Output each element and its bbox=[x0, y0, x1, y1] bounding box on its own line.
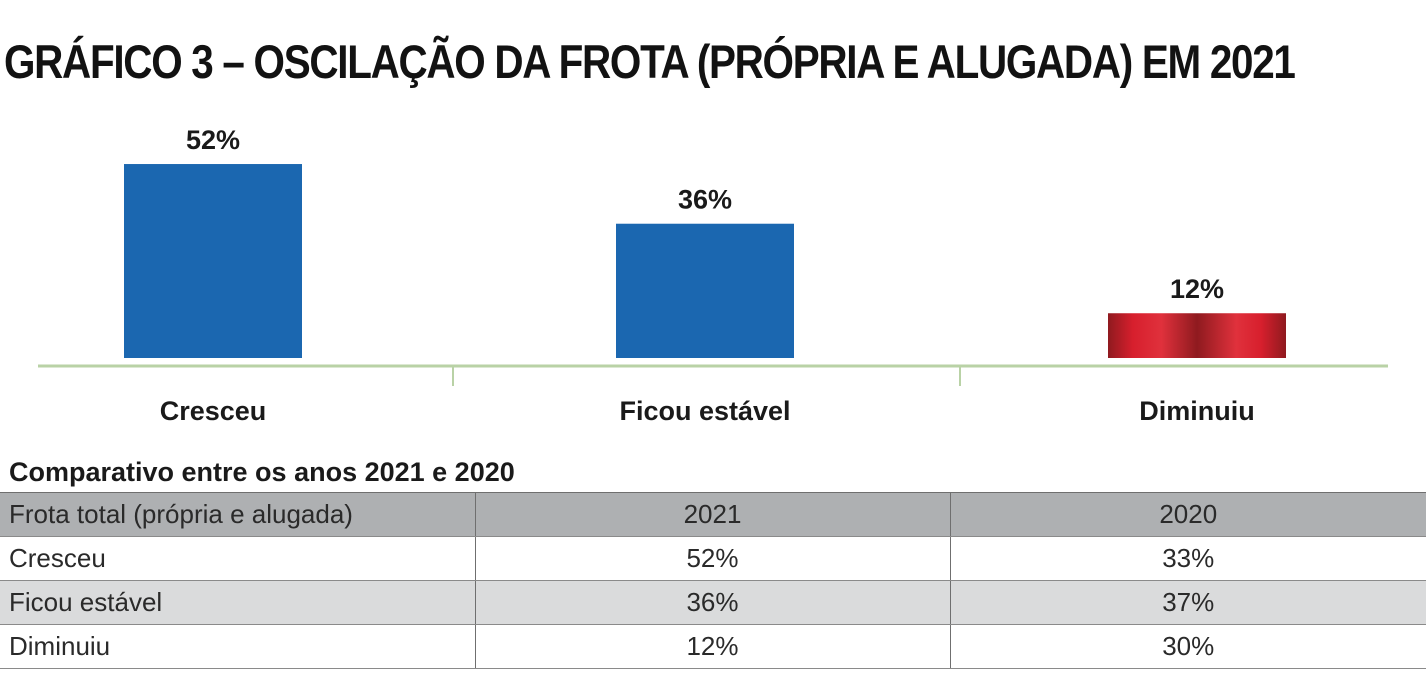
bars-group bbox=[124, 164, 1286, 358]
table-subtitle: Comparativo entre os anos 2021 e 2020 bbox=[9, 457, 515, 487]
table-header-row: Frota total (própria e alugada) 2021 202… bbox=[0, 492, 1426, 537]
table-row: Ficou estável 36% 37% bbox=[0, 580, 1426, 625]
bar-cresceu bbox=[124, 164, 302, 358]
chart-title: GRÁFICO 3 – OSCILAÇÃO DA FROTA (PRÓPRIA … bbox=[4, 35, 1296, 88]
table-cell: 12% bbox=[474, 624, 950, 669]
table-header-cell: 2020 bbox=[949, 492, 1426, 537]
table-row: Diminuiu 12% 30% bbox=[0, 624, 1426, 669]
bar-chart: 52% Cresceu 36% Ficou estável 12% Diminuiu bbox=[38, 125, 1388, 426]
bar-ficou-est-vel bbox=[616, 223, 794, 358]
comparison-table: Frota total (própria e alugada) 2021 202… bbox=[0, 492, 1426, 669]
table-row: Cresceu 52% 33% bbox=[0, 536, 1426, 581]
table-cell: Diminuiu bbox=[0, 624, 475, 669]
category-label: Cresceu bbox=[160, 396, 267, 426]
category-label: Diminuiu bbox=[1139, 396, 1255, 426]
table-header-cell: Frota total (própria e alugada) bbox=[0, 492, 475, 537]
data-label: 12% bbox=[1170, 274, 1224, 304]
category-label: Ficou estável bbox=[619, 396, 790, 426]
table-cell: 37% bbox=[949, 580, 1426, 625]
table-cell: Ficou estável bbox=[0, 580, 475, 625]
labels-group: 52% Cresceu 36% Ficou estável 12% Diminuiu bbox=[160, 125, 1255, 426]
table-cell: Cresceu bbox=[0, 536, 475, 581]
bar-diminuiu bbox=[1108, 313, 1286, 358]
table-cell: 33% bbox=[949, 536, 1426, 581]
data-label: 36% bbox=[678, 185, 732, 215]
table-header-cell: 2021 bbox=[474, 492, 950, 537]
data-label: 52% bbox=[186, 125, 240, 155]
table-cell: 30% bbox=[949, 624, 1426, 669]
table-cell: 52% bbox=[474, 536, 950, 581]
table-cell: 36% bbox=[474, 580, 950, 625]
